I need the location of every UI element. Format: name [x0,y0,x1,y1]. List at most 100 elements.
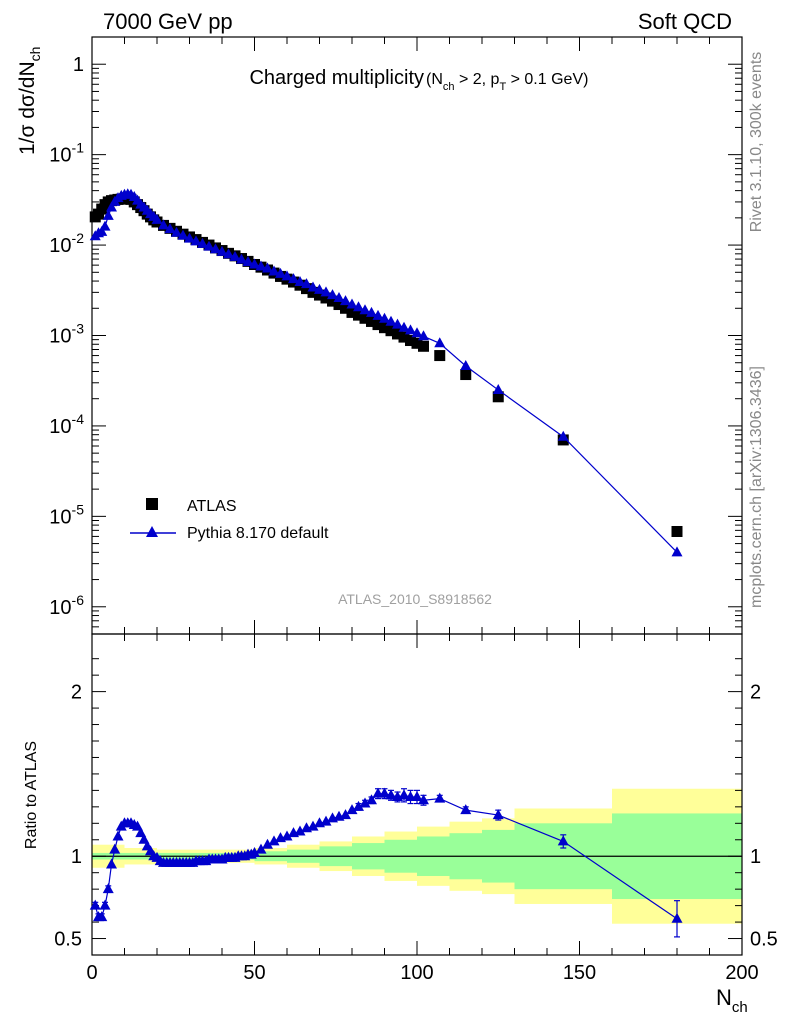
ratio-point [262,838,273,849]
ratio-point [557,835,569,846]
pythia-point [255,260,267,271]
pythia-point [203,240,215,251]
pythia-point [405,324,416,335]
pythia-point [353,301,364,312]
ratio-axes: 0 50 100 150 200 0.5 0.5 1 1 2 2 [54,634,778,984]
ratio-point [96,911,108,922]
ratio-ytick-label: 2 [71,682,82,704]
ratio-ytick-label-right: 1 [750,846,761,868]
legend-label-atlas: ATLAS [187,498,237,515]
ratio-xtick-label: 150 [563,962,596,984]
ratio-point [398,789,410,800]
main-ytick-label: 10-6 [49,592,84,619]
pythia-point [275,267,286,278]
ratio-point [89,899,101,910]
ratio-point [366,794,377,805]
pythia-point [96,225,108,236]
atlas-point [460,369,472,381]
atlas-point [327,295,338,307]
ratio-point [385,789,397,800]
ratio-xtick-label: 100 [400,962,433,984]
atlas-point [359,312,371,324]
atlas-point [320,292,332,304]
header-energy-label: 7000 GeV pp [103,9,233,34]
pythia-point [102,209,114,220]
ratio-xtick-label: 200 [725,962,758,984]
atlas-point [307,286,319,298]
atlas-point [392,328,403,340]
ratio-point [320,815,332,826]
ratio-point [307,820,319,831]
ratio-ytick-label-right: 0.5 [750,929,778,951]
main-title: Charged multiplicity [249,67,424,89]
atlas-point [379,322,390,334]
ratio-point [359,797,371,808]
ratio-point [268,835,280,846]
rivet-version-label: Rivet 3.1.10, 300k events [748,52,765,233]
pythia-point [314,283,325,294]
atlas-point [411,337,423,349]
pythia-point [184,232,195,243]
pythia-point [106,201,117,212]
main-ytick-label: 10-4 [49,411,84,438]
pythia-point [268,265,280,276]
pythia-point [346,298,358,309]
ratio-point [434,792,446,803]
atlas-point [366,315,377,327]
ratio-ytick-label: 1 [71,846,82,868]
ratio-point [294,825,306,836]
pythia-point [229,250,241,261]
atlas-point [385,325,397,337]
atlas-point [314,289,325,301]
ratio-point [671,912,683,923]
ratio-ytick-label: 0.5 [54,929,82,951]
pythia-point [236,253,247,264]
ratio-point [255,843,267,854]
ratio-point [353,800,364,811]
legend-marker-atlas [146,498,158,510]
pythia-point [242,255,254,266]
pythia-point [151,213,163,224]
pythia-point [333,291,345,302]
pythia-point [197,237,208,248]
pythia-point [379,312,390,323]
pythia-point [557,430,569,441]
main-ytick-label: 1 [73,54,84,76]
main-title-cuts: (Nch > 2, pT > 0.1 GeV) [426,71,588,93]
pythia-point [411,327,423,338]
ratio-ytick-label-right: 2 [750,682,761,704]
atlas-point [372,319,384,331]
header-category-label: Soft QCD [638,9,732,34]
pythia-point [492,383,504,394]
pythia-point [320,286,332,297]
ratio-point [102,883,114,894]
atlas-point [671,525,683,537]
pythia-point [171,226,182,237]
pythia-point [460,359,472,370]
pythia-point [99,220,111,231]
watermark-label: ATLAS_2010_S8918562 [338,591,492,607]
ratio-xtick-label: 50 [243,962,265,984]
atlas-point [301,283,312,295]
ratio-point [281,830,293,841]
pythia-point [434,337,446,348]
ratio-point [418,794,429,805]
ratio-ylabel: Ratio to ATLAS [23,741,40,849]
ratio-panel [91,633,743,956]
pythia-point [327,289,338,300]
pythia-point [281,270,293,281]
mcplots-label: mcplots.cern.ch [arXiv:1306.3436] [748,366,765,608]
pythia-point [262,262,273,273]
pythia-point [392,318,403,329]
main-ytick-label: 10-3 [49,321,84,348]
pythia-point [190,235,202,246]
legend-marker-pythia [146,526,158,537]
pythia-point [288,273,299,284]
atlas-point [492,391,504,403]
legend: ATLAS Pythia 8.170 default [130,498,329,542]
ratio-point [411,790,423,801]
ratio-point [346,804,358,815]
atlas-point [340,302,351,314]
main-ytick-label: 10-1 [49,140,84,167]
